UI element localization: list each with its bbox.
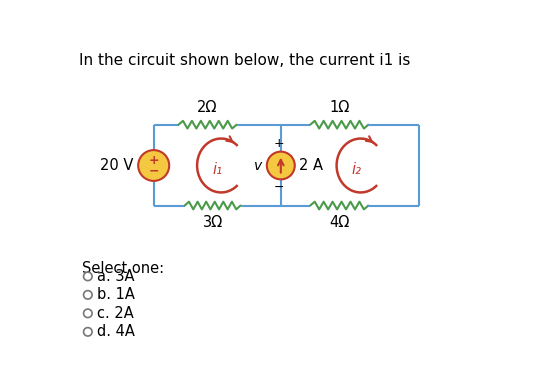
Circle shape — [267, 152, 295, 179]
Text: 4Ω: 4Ω — [329, 215, 349, 230]
Text: −: − — [148, 164, 159, 178]
Text: −: − — [273, 181, 284, 194]
Text: 2Ω: 2Ω — [197, 100, 218, 115]
Text: i₂: i₂ — [352, 162, 362, 177]
Text: +: + — [148, 154, 159, 167]
Text: d. 4A: d. 4A — [97, 324, 135, 339]
Text: In the circuit shown below, the current i1 is: In the circuit shown below, the current … — [80, 53, 410, 68]
Text: 2 A: 2 A — [300, 158, 323, 173]
Text: 1Ω: 1Ω — [329, 100, 349, 115]
Text: c. 2A: c. 2A — [97, 306, 134, 321]
Text: a. 3A: a. 3A — [97, 269, 134, 284]
Text: 3Ω: 3Ω — [203, 215, 223, 230]
Text: b. 1A: b. 1A — [97, 287, 135, 302]
Text: v: v — [254, 158, 262, 172]
Circle shape — [138, 150, 169, 181]
Text: 20 V: 20 V — [100, 158, 133, 173]
Text: Select one:: Select one: — [82, 261, 164, 276]
Text: i₁: i₁ — [212, 162, 222, 177]
Text: +: + — [273, 137, 284, 150]
